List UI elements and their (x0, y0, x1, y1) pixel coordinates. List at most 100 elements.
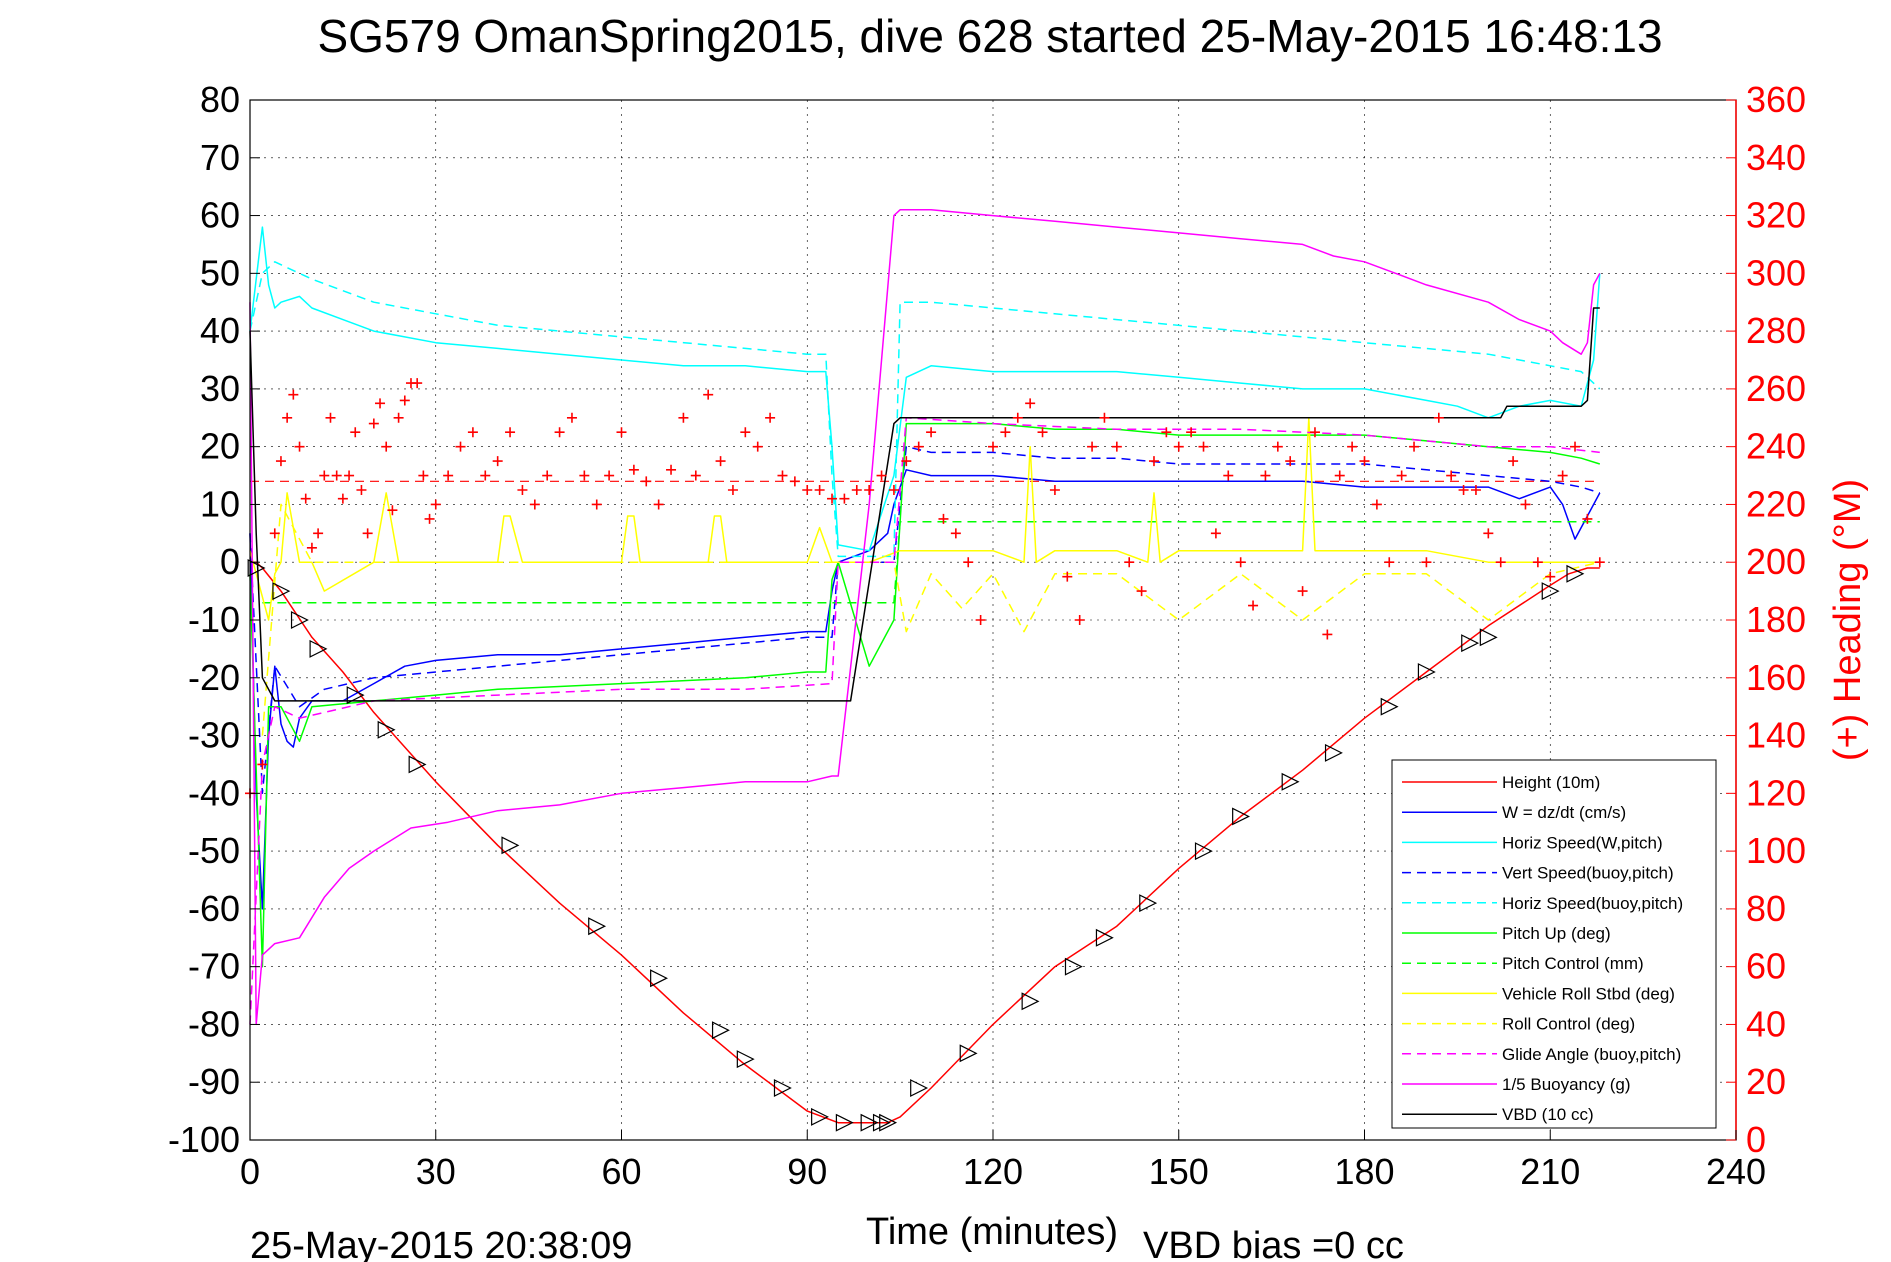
heading-point (851, 485, 862, 495)
heading-point (1087, 441, 1098, 452)
y2-tick-label: 220 (1746, 483, 1806, 524)
heading-point (1248, 600, 1259, 611)
glider-marker (1380, 697, 1399, 716)
y-tick-label: 20 (200, 426, 240, 467)
x-tick-label: 0 (240, 1151, 260, 1192)
heading-point (1322, 629, 1333, 640)
y2-tick-label: 240 (1746, 426, 1806, 467)
heading-point (424, 513, 435, 524)
series-line-vert_buoy (249, 445, 1601, 795)
heading-point (1223, 470, 1234, 481)
footer-vbd-bias: VBD bias =0 cc (1143, 1225, 1404, 1262)
heading-point (480, 470, 491, 481)
glider-marker (1541, 582, 1560, 601)
heading-point (591, 499, 602, 510)
heading-point (938, 513, 949, 524)
series-layer (249, 209, 1601, 1124)
glider-marker (1194, 842, 1213, 861)
glider-marker (1566, 564, 1585, 583)
y-tick-label: -100 (168, 1119, 240, 1160)
legend-label-w: W = dz/dt (cm/s) (1502, 803, 1626, 822)
heading-point (1545, 571, 1556, 582)
glider-marker (1064, 957, 1083, 976)
glider-marker (959, 1044, 978, 1063)
glider-marker (1461, 634, 1480, 653)
heading-point (678, 412, 689, 423)
heading-point (554, 427, 565, 438)
y-tick-label: -60 (188, 888, 240, 929)
heading-point (616, 427, 627, 438)
y2-tick-label: 320 (1746, 195, 1806, 236)
heading-point (257, 759, 268, 770)
heading-point (1148, 456, 1159, 467)
heading-point (1433, 412, 1444, 423)
glider-marker (773, 1079, 792, 1097)
glider-marker (910, 1079, 929, 1097)
heading-point (1421, 557, 1432, 568)
y-tick-label: -20 (188, 657, 240, 698)
heading-point (1520, 499, 1531, 510)
heading-point (412, 378, 423, 389)
y2-tick-label: 280 (1746, 310, 1806, 351)
x-tick-label: 90 (787, 1151, 827, 1192)
series-line-vbd (249, 307, 1600, 702)
y2-tick-label: 360 (1746, 79, 1806, 120)
legend-label-horiz_w: Horiz Speed(W,pitch) (1502, 833, 1663, 852)
heading-point (1396, 470, 1407, 481)
y-tick-label: -70 (188, 946, 240, 987)
heading-point (1173, 441, 1184, 452)
heading-point (1384, 557, 1395, 568)
legend-label-vbd: VBD (10 cc) (1502, 1105, 1594, 1124)
heading-point (418, 470, 429, 481)
y2-tick-label: 100 (1746, 830, 1806, 871)
chart-title: SG579 OmanSpring2015, dive 628 started 2… (317, 10, 1662, 62)
y2-tick-label: 340 (1746, 137, 1806, 178)
glider-marker (309, 639, 328, 658)
heading-point (356, 485, 367, 495)
heading-point (765, 412, 776, 423)
heading-point (529, 499, 540, 510)
heading-point (690, 470, 701, 481)
heading-point (362, 528, 373, 539)
y-tick-label: -90 (188, 1061, 240, 1102)
heading-point (814, 485, 825, 495)
heading-point (1124, 557, 1135, 568)
heading-point (715, 456, 726, 467)
heading-point (727, 485, 738, 495)
heading-point (950, 528, 961, 539)
y2-tick-label: 140 (1746, 715, 1806, 756)
y-tick-label: -30 (188, 715, 240, 756)
y-tick-label: -40 (188, 772, 240, 813)
heading-point (666, 464, 677, 475)
heading-point (1297, 586, 1308, 597)
legend-box (1391, 759, 1717, 1129)
x-tick-label: 30 (416, 1151, 456, 1192)
glider-marker (860, 1113, 879, 1132)
heading-point (282, 412, 293, 423)
heading-point (740, 427, 751, 438)
heading-point (300, 493, 311, 504)
heading-point (1582, 513, 1593, 524)
glider-marker (1095, 928, 1114, 947)
heading-point (294, 441, 305, 452)
series-line-buoyancy (249, 209, 1601, 1026)
legend-label-horiz_buoy: Horiz Speed(buoy,pitch) (1502, 894, 1683, 913)
heading-point (1198, 441, 1209, 452)
heading-point (1508, 456, 1519, 467)
y-tick-label: 60 (200, 195, 240, 236)
heading-point (703, 389, 714, 400)
glider-marker (1479, 628, 1498, 647)
heading-point (1347, 441, 1358, 452)
y-tick-label: 70 (200, 137, 240, 178)
series-line-w (249, 469, 1601, 910)
heading-point (926, 427, 937, 438)
legend-label-buoyancy: 1/5 Buoyancy (g) (1502, 1075, 1631, 1094)
heading-point (368, 418, 379, 429)
y-tick-label: 10 (200, 483, 240, 524)
heading-point (1272, 441, 1283, 452)
heading-point (275, 456, 286, 467)
glider-marker (650, 969, 668, 988)
heading-point (455, 441, 466, 452)
heading-point (1025, 398, 1036, 409)
y2-tick-label: 300 (1746, 252, 1806, 293)
